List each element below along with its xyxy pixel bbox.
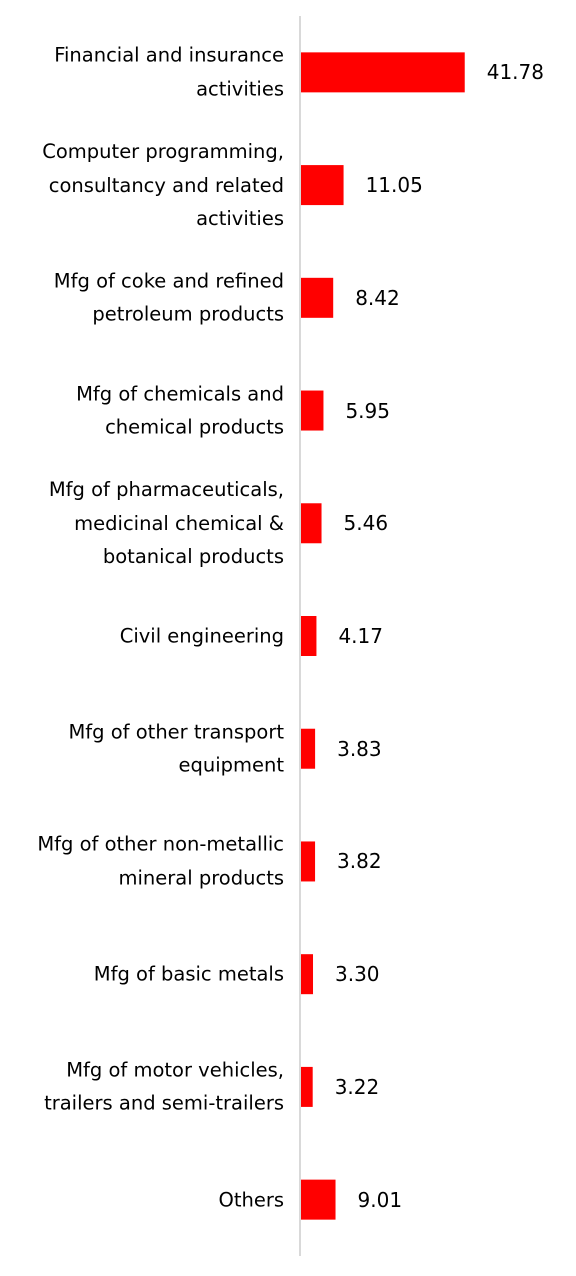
value-label: 9.01 bbox=[357, 1187, 403, 1212]
category-label: Mfg of other non-metallic mineral produc… bbox=[37, 832, 284, 890]
value-label: 3.83 bbox=[337, 736, 382, 761]
category-label: Others bbox=[218, 1187, 284, 1211]
bar bbox=[300, 503, 322, 544]
value-label: 41.78 bbox=[486, 60, 544, 85]
value-label: 5.95 bbox=[345, 398, 390, 423]
value-label: 11.05 bbox=[365, 173, 423, 198]
bar bbox=[300, 616, 317, 656]
category-label: Mfg of other transport equipment bbox=[68, 720, 284, 777]
bars-group bbox=[300, 52, 465, 1220]
bar bbox=[300, 390, 324, 431]
category-label: Mfg of motor vehicles, trailers and semi… bbox=[44, 1058, 284, 1115]
category-label: Computer programming, consultancy and re… bbox=[42, 139, 284, 230]
category-label: Civil engineering bbox=[119, 624, 284, 648]
category-label: Mfg of basic metals bbox=[93, 962, 284, 986]
bar bbox=[300, 1066, 313, 1107]
bar bbox=[300, 1179, 336, 1220]
category-label: Mfg of pharmaceuticals, medicinal chemic… bbox=[48, 478, 284, 569]
value-label: 4.17 bbox=[338, 624, 383, 648]
bar bbox=[300, 841, 316, 882]
bar bbox=[300, 165, 344, 206]
bar bbox=[300, 728, 316, 769]
category-label: Mfg of chemicals and chemical products bbox=[76, 382, 284, 439]
bar bbox=[300, 954, 314, 995]
value-label: 3.22 bbox=[334, 1074, 380, 1099]
value-label: 5.46 bbox=[343, 511, 389, 536]
category-label: Financial and insurance activities bbox=[54, 43, 284, 101]
bar bbox=[300, 277, 334, 318]
value-label: 3.82 bbox=[337, 849, 382, 874]
value-label: 8.42 bbox=[355, 285, 400, 310]
category-label: Mfg of coke and refined petroleum produc… bbox=[53, 269, 284, 326]
value-label: 3.30 bbox=[335, 962, 380, 987]
bar bbox=[300, 52, 465, 93]
